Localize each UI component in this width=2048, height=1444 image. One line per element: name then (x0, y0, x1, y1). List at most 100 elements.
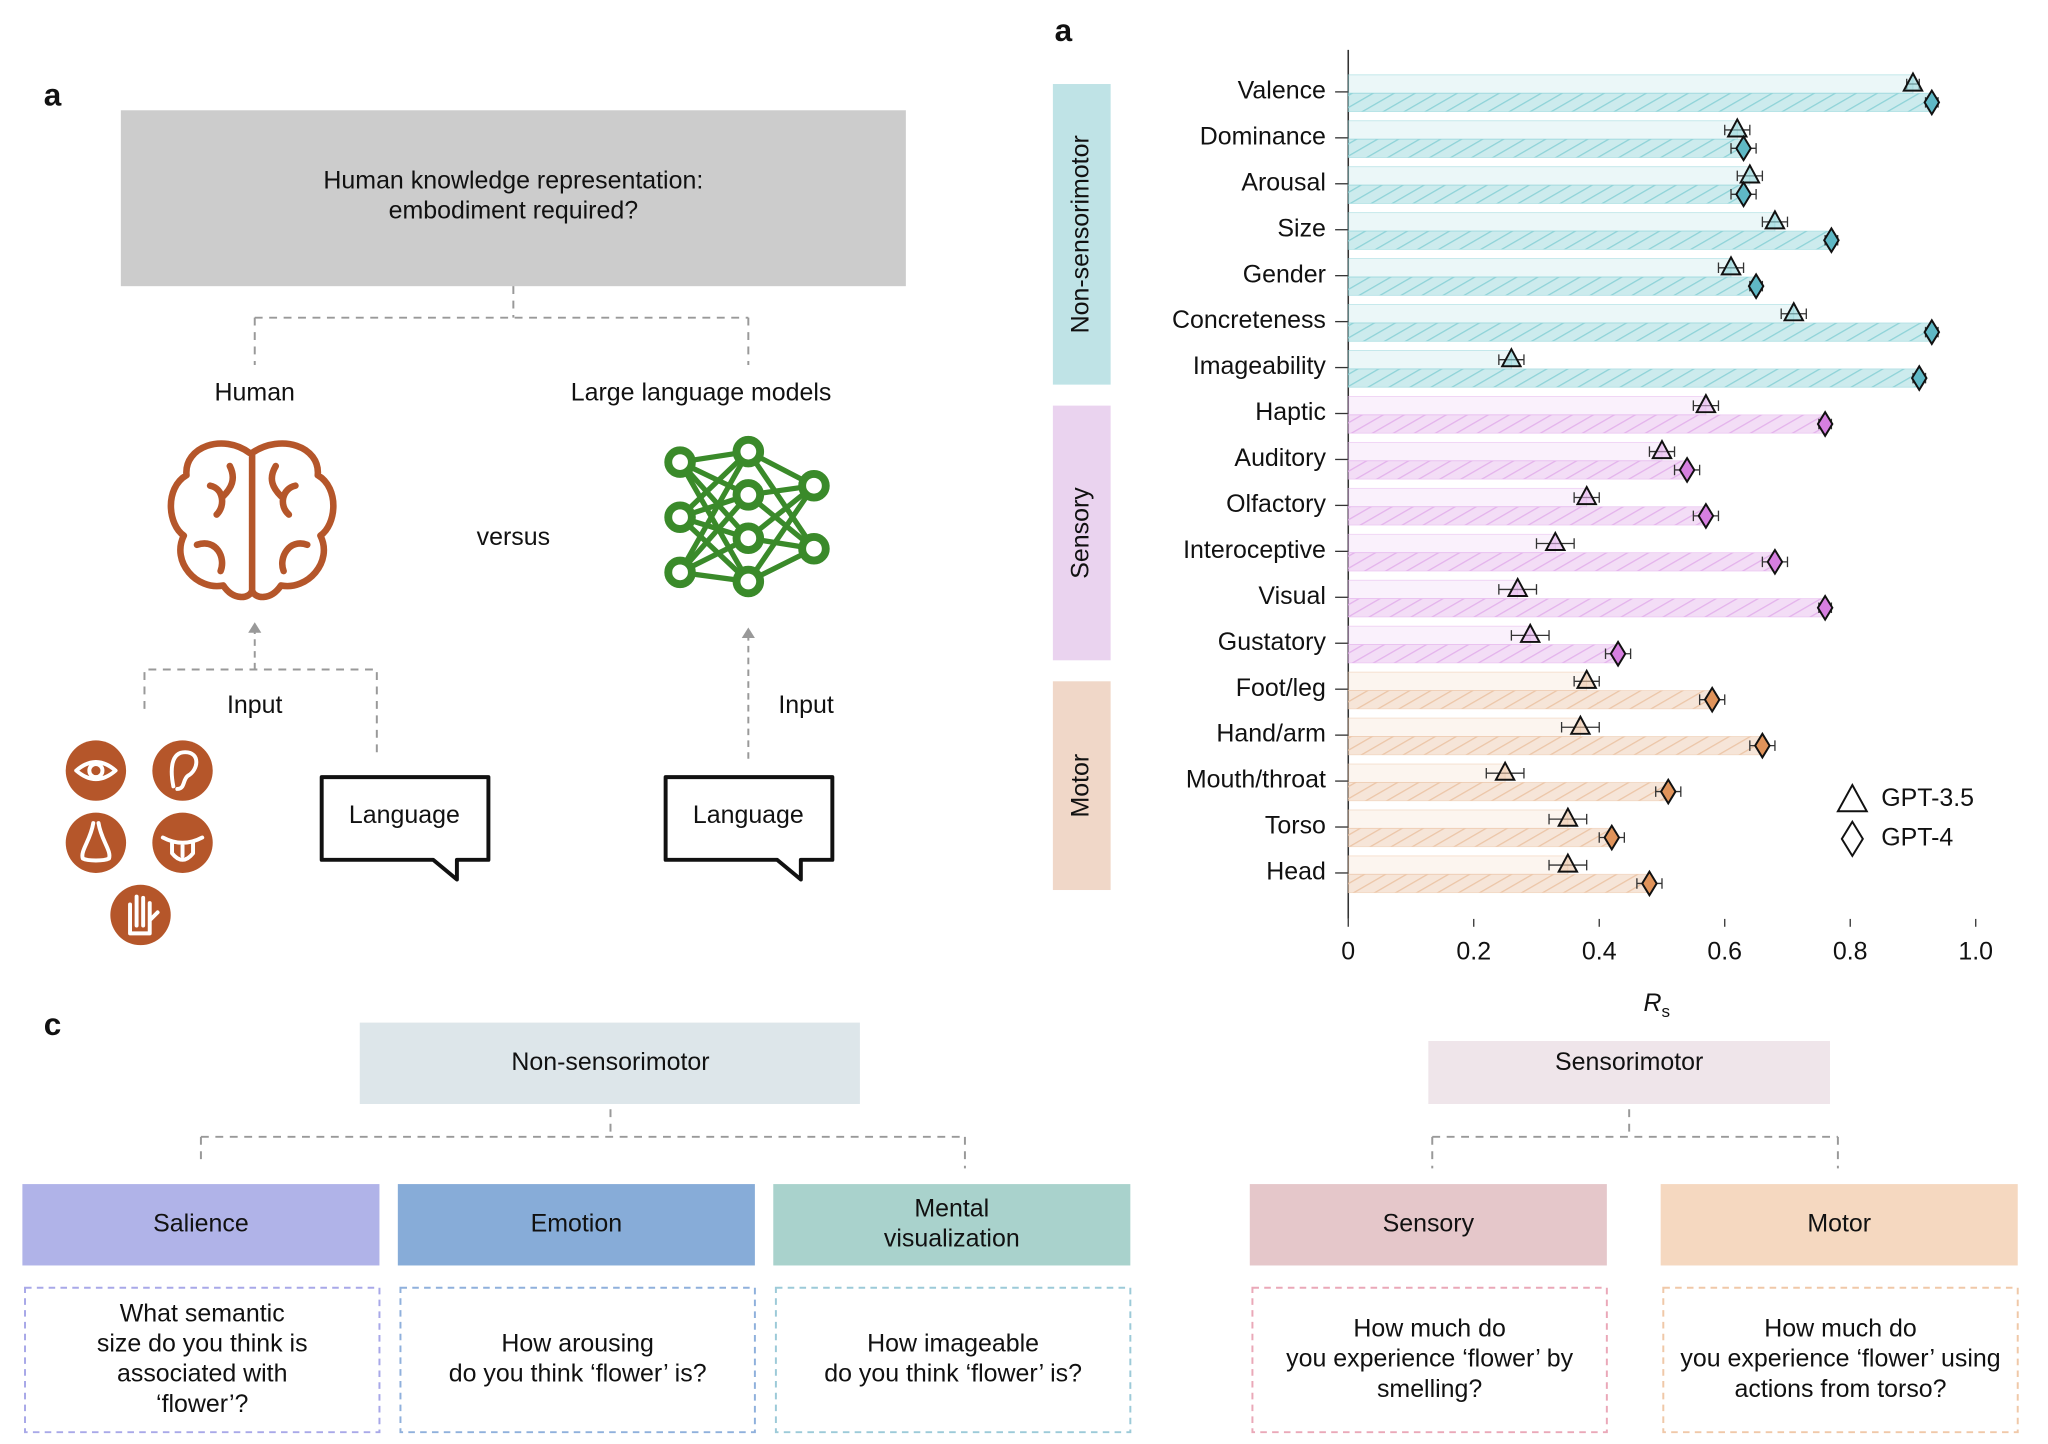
bar (1347, 212, 1776, 232)
nn-edge (677, 460, 751, 583)
category-label: Visual (1258, 582, 1325, 610)
bar (1347, 92, 1933, 112)
group-label: Motor (1066, 754, 1094, 818)
bar (1347, 690, 1713, 710)
question-text: embodiment required? (389, 197, 639, 225)
marker (1703, 685, 1721, 714)
question-text: How much do (1764, 1314, 1916, 1342)
category-label: Size (1277, 214, 1326, 242)
dimension-name: Mental (914, 1194, 989, 1222)
marker (1735, 180, 1752, 208)
marker (1575, 484, 1598, 506)
marker (1609, 640, 1627, 668)
question-text: do you think ‘flower’ is? (824, 1360, 1082, 1388)
category-label: Mouth/throat (1186, 766, 1326, 794)
marker (1678, 456, 1696, 484)
sense-icon-glyph (160, 835, 205, 862)
bar (1347, 322, 1933, 342)
brain-icon (167, 440, 337, 601)
bar (1347, 441, 1663, 462)
category-label: Haptic (1255, 398, 1326, 426)
marker (1726, 117, 1749, 138)
group-label-box (1052, 681, 1111, 891)
question-text: size do you think is (97, 1329, 308, 1357)
bar (1347, 552, 1776, 572)
category-label: Imageability (1193, 352, 1327, 380)
marker (1557, 852, 1579, 873)
x-axis-label: Rs (1643, 989, 1670, 1021)
question-text: Human knowledge representation: (323, 166, 703, 194)
input-label: Input (778, 691, 834, 719)
nn-edge (678, 449, 751, 520)
panel-label: a (44, 76, 62, 112)
marker (1494, 760, 1516, 781)
question-text: do you think ‘flower’ is? (449, 1360, 707, 1388)
category-label: Auditory (1234, 444, 1326, 472)
sense-icon (110, 884, 171, 946)
category-label: Gender (1243, 260, 1326, 288)
category-label: Foot/leg (1236, 674, 1326, 702)
dimension-name: Salience (153, 1209, 249, 1237)
bar (1347, 598, 1826, 618)
sense-icon-glyph (74, 760, 118, 782)
bar (1347, 827, 1613, 848)
bar (1347, 414, 1826, 434)
category-label: Gustatory (1218, 628, 1327, 656)
question-text: associated with (117, 1360, 288, 1388)
x-axis-label-sub: s (1661, 1002, 1670, 1021)
category-label: Head (1266, 858, 1326, 886)
x-axis-label-main: R (1643, 989, 1661, 1017)
marker (1641, 869, 1658, 898)
bar (1347, 138, 1744, 158)
language-label: Language (349, 801, 460, 829)
nn-edge (746, 484, 817, 584)
category-label: Olfactory (1226, 490, 1326, 518)
nn-node (732, 435, 765, 468)
x-tick-label: 0.2 (1456, 938, 1491, 966)
nn-edge (678, 460, 751, 540)
marker (1519, 622, 1542, 643)
nn-node (664, 556, 696, 589)
nn-node (798, 469, 830, 502)
group-label: Sensory (1066, 487, 1094, 579)
marker (1764, 209, 1786, 230)
question-text: How much do (1353, 1314, 1505, 1342)
marker (1823, 226, 1840, 254)
category-label: Valence (1238, 76, 1326, 104)
dimension-box (1660, 1184, 2018, 1266)
question-box (1662, 1286, 2019, 1434)
sense-icon (152, 740, 213, 801)
bar (1347, 671, 1588, 691)
arrow-head (248, 622, 262, 633)
marker (1500, 347, 1523, 368)
group-label-box (1052, 84, 1111, 385)
bar (1347, 120, 1738, 140)
question-box (120, 110, 906, 287)
bar (1347, 855, 1569, 875)
marker (1506, 576, 1529, 597)
language-label: Language (693, 801, 804, 829)
category-label: Arousal (1241, 168, 1326, 196)
nn-node (798, 532, 830, 565)
question-box (399, 1286, 756, 1434)
sense-icon (65, 740, 127, 801)
bar (1347, 781, 1669, 802)
category-label: Hand/arm (1216, 720, 1326, 748)
question-text: How imageable (867, 1329, 1039, 1357)
human-label: Human (215, 378, 295, 406)
question-text: ‘flower’? (156, 1390, 248, 1418)
dimension-box (22, 1184, 380, 1266)
marker (1651, 438, 1673, 460)
category-title: Non-sensorimotor (511, 1048, 709, 1076)
category-box (359, 1022, 860, 1105)
category-box (1428, 1040, 1831, 1105)
marker (1695, 393, 1717, 414)
marker (1659, 777, 1677, 806)
marker (1747, 272, 1765, 300)
arrow-head (741, 627, 755, 638)
input-label: Input (227, 691, 283, 719)
marker (1544, 530, 1567, 552)
connector (143, 668, 378, 759)
dimension-box (773, 1184, 1131, 1266)
